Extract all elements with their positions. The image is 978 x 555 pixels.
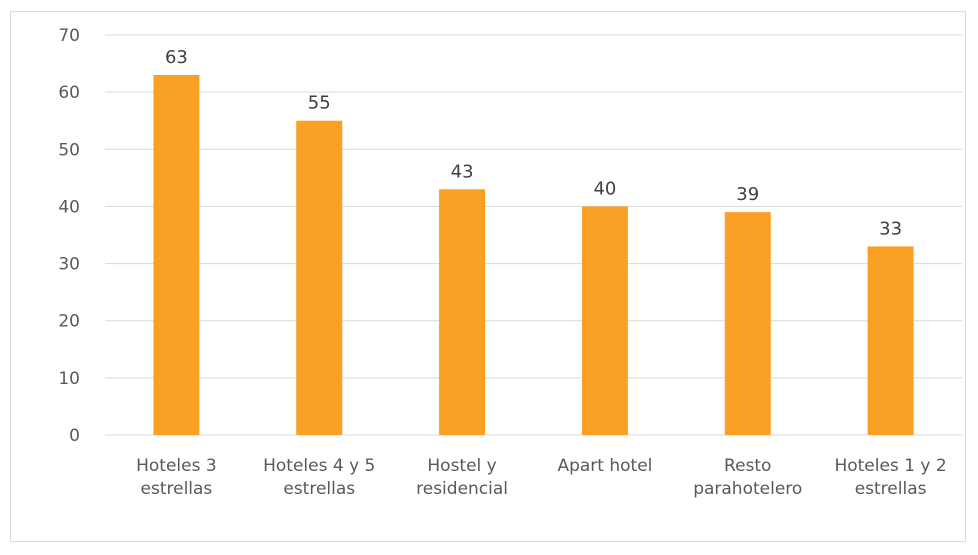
data-labels: 63 55 43 40 39 33: [165, 47, 902, 239]
category-label: Hoteles 1 y 2 estrellas: [834, 456, 946, 499]
bar: [725, 212, 771, 435]
category-label-line: Hostel y: [427, 456, 496, 476]
bar: [439, 189, 485, 435]
gridlines: [105, 35, 962, 435]
y-tick-label: 40: [58, 197, 80, 217]
category-label: Hoteles 4 y 5 estrellas: [263, 456, 375, 499]
category-label-line: Hoteles 1 y 2: [834, 456, 946, 476]
data-label: 39: [736, 184, 759, 205]
y-axis-ticks: 0 10 20 30 40 50 60 70: [58, 26, 80, 446]
category-label-line: Apart hotel: [557, 456, 652, 476]
category-label-line: estrellas: [855, 479, 927, 499]
category-label: Apart hotel: [557, 456, 652, 476]
data-label: 40: [593, 178, 616, 199]
data-label: 63: [165, 47, 188, 68]
y-tick-label: 50: [58, 140, 80, 160]
category-label-line: Hoteles 4 y 5: [263, 456, 375, 476]
category-label-line: parahotelero: [693, 479, 802, 499]
category-label-line: Hoteles 3: [136, 456, 217, 476]
bar: [296, 121, 342, 435]
category-label-line: residencial: [416, 479, 508, 499]
bar: [582, 206, 628, 435]
data-label: 43: [451, 161, 474, 182]
bar: [153, 75, 199, 435]
y-tick-label: 60: [58, 83, 80, 103]
bar: [868, 246, 914, 435]
category-label-line: estrellas: [141, 479, 213, 499]
y-tick-label: 30: [58, 255, 80, 275]
bars: [153, 75, 913, 435]
y-tick-label: 10: [58, 369, 80, 389]
category-label: Resto parahotelero: [693, 456, 802, 499]
y-tick-label: 0: [69, 426, 80, 446]
category-label: Hostel y residencial: [416, 456, 508, 499]
data-label: 55: [308, 93, 331, 114]
y-tick-label: 20: [58, 312, 80, 332]
x-axis-categories: Hoteles 3 estrellas Hoteles 4 y 5 estrellas…: [136, 456, 947, 499]
category-label: Hoteles 3 estrellas: [136, 456, 217, 499]
data-label: 33: [879, 218, 902, 239]
category-label-line: estrellas: [283, 479, 355, 499]
y-tick-label: 70: [58, 26, 80, 46]
category-label-line: Resto: [724, 456, 771, 476]
